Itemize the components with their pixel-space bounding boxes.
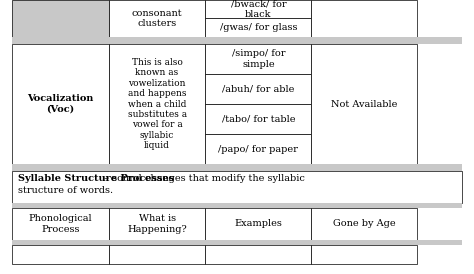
Bar xyxy=(109,245,205,264)
Bar xyxy=(12,171,462,203)
Text: Vocalization
(Voc): Vocalization (Voc) xyxy=(27,95,93,114)
Text: Phonological
Process: Phonological Process xyxy=(28,214,92,234)
Bar xyxy=(12,245,109,264)
Bar xyxy=(311,208,417,240)
Text: Not Available: Not Available xyxy=(331,100,397,109)
Bar xyxy=(205,44,311,74)
Bar xyxy=(109,0,205,37)
Bar xyxy=(205,245,311,264)
Text: What is
Happening?: What is Happening? xyxy=(127,214,187,234)
Bar xyxy=(12,164,462,171)
Bar xyxy=(205,74,311,104)
Bar xyxy=(12,0,109,37)
Bar xyxy=(12,44,109,164)
Text: /bwack/ for
black: /bwack/ for black xyxy=(230,0,286,19)
Text: Syllable Structure Processes: Syllable Structure Processes xyxy=(18,174,174,183)
Bar xyxy=(205,0,311,19)
Text: – sound changes that modify the syllabic: – sound changes that modify the syllabic xyxy=(101,174,305,183)
Bar xyxy=(311,0,417,37)
Bar xyxy=(12,37,462,44)
Bar xyxy=(109,44,205,164)
Bar xyxy=(109,208,205,240)
Text: Gone by Age: Gone by Age xyxy=(333,219,395,229)
Bar xyxy=(12,208,109,240)
Text: /papo/ for paper: /papo/ for paper xyxy=(219,145,298,154)
Text: /tabo/ for table: /tabo/ for table xyxy=(222,115,295,124)
Text: consonant
clusters: consonant clusters xyxy=(132,9,182,28)
Bar xyxy=(205,104,311,134)
Bar xyxy=(12,203,462,208)
Text: /abuh/ for able: /abuh/ for able xyxy=(222,85,294,93)
Bar xyxy=(205,208,311,240)
Bar xyxy=(311,44,417,164)
Text: /simpo/ for
simple: /simpo/ for simple xyxy=(232,49,285,68)
Text: /gwas/ for glass: /gwas/ for glass xyxy=(219,23,297,32)
Bar xyxy=(12,240,462,245)
Text: Examples: Examples xyxy=(235,219,283,229)
Bar xyxy=(205,19,311,37)
Bar xyxy=(205,134,311,164)
Bar xyxy=(311,245,417,264)
Text: structure of words.: structure of words. xyxy=(18,186,113,195)
Text: This is also
known as
vowelization
and happens
when a child
substitutes a
vowel : This is also known as vowelization and h… xyxy=(128,58,187,150)
